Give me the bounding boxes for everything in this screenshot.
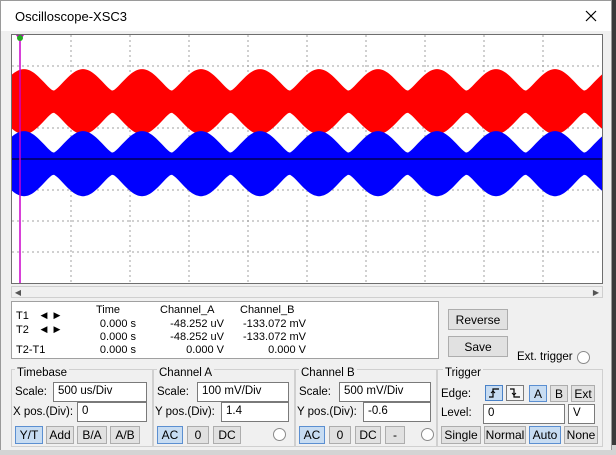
t2-t1-channel-b: 0.000 V — [268, 344, 306, 356]
channel-a-scale-label: Scale: — [157, 386, 189, 398]
channel-a-scale-field[interactable]: 100 mV/Div — [197, 382, 289, 402]
readout-header-channel-a: Channel_A — [160, 304, 215, 316]
channel-a-title: Channel A — [157, 367, 215, 379]
timebase-group — [11, 369, 153, 447]
channel-b-scale-label: Scale: — [299, 386, 331, 398]
window-title: Oscilloscope-XSC3 — [15, 9, 127, 24]
channel-b-minus-button[interactable]: - — [385, 426, 405, 444]
channel-b-trace — [12, 131, 602, 197]
trigger-edge-label: Edge: — [441, 388, 472, 400]
channel-a-group — [153, 369, 295, 447]
channel-b-ac-button[interactable]: AC — [299, 426, 325, 444]
ext-trigger-terminal[interactable] — [577, 351, 590, 364]
channel-b-group — [295, 369, 437, 447]
channel-b-ypos-label: Y pos.(Div): — [297, 406, 357, 418]
trigger-group — [437, 369, 603, 447]
t1-left-arrow-icon[interactable]: ◀ — [40, 310, 48, 320]
channel-a-ac-button[interactable]: AC — [157, 426, 183, 444]
channel-b-dc-button[interactable]: DC — [355, 426, 381, 444]
readout-header-time: Time — [96, 304, 121, 316]
readout-t2-t1-label: T2-T1 — [16, 344, 46, 356]
falling-edge-icon — [510, 388, 520, 398]
readout-t1-label: T1 — [16, 310, 29, 322]
channel-a-terminal[interactable] — [273, 428, 286, 441]
channel-a-ypos-label: Y pos.(Div): — [155, 406, 215, 418]
trigger-none-button[interactable]: None — [564, 426, 598, 444]
t1-channel-a: -48.252 uV — [170, 318, 224, 330]
save-button[interactable]: Save — [448, 336, 508, 357]
trigger-title: Trigger — [443, 367, 483, 379]
scope-screen — [12, 35, 602, 283]
t2-left-arrow-icon[interactable]: ◀ — [40, 324, 48, 334]
mode-add-button[interactable]: Add — [46, 426, 74, 444]
scroll-right-icon[interactable]: ▶ — [592, 288, 600, 297]
ext-trigger-label: Ext. trigger — [517, 351, 573, 363]
close-button[interactable] — [579, 5, 603, 27]
oscilloscope-display — [11, 34, 603, 284]
channel-a-dc-button[interactable]: DC — [213, 426, 241, 444]
background-schematic-bottom — [0, 445, 616, 455]
horizontal-scrollbar[interactable]: ◀ ▶ — [11, 286, 603, 298]
t1-time: 0.000 s — [99, 318, 136, 330]
t2-channel-a: -48.252 uV — [170, 331, 224, 343]
t2-time: 0.000 s — [99, 331, 136, 343]
trigger-source-ext-button[interactable]: Ext — [571, 385, 595, 402]
mode-yt-button[interactable]: Y/T — [15, 426, 43, 444]
trigger-source-a-button[interactable]: A — [529, 385, 547, 402]
mode-ab-button[interactable]: A/B — [110, 426, 140, 444]
cursor-readout: Time Channel_A Channel_B T1 ◀ ▶ 0.000 s … — [11, 301, 439, 359]
trigger-level-unit[interactable]: V — [568, 404, 595, 424]
t1-right-arrow-icon[interactable]: ▶ — [53, 310, 61, 320]
t2-t1-channel-a: 0.000 V — [186, 344, 224, 356]
timebase-xpos-field[interactable]: 0 — [77, 402, 147, 422]
timebase-title: Timebase — [15, 367, 70, 379]
trigger-normal-button[interactable]: Normal — [484, 426, 526, 444]
rising-edge-button[interactable] — [485, 385, 503, 401]
trigger-auto-button[interactable]: Auto — [529, 426, 561, 444]
t2-right-arrow-icon[interactable]: ▶ — [53, 324, 61, 334]
falling-edge-button[interactable] — [506, 385, 524, 401]
reverse-button[interactable]: Reverse — [448, 309, 508, 330]
t2-channel-b: -133.072 mV — [243, 331, 306, 343]
channel-b-zero-button[interactable]: 0 — [329, 426, 351, 444]
channel-b-terminal[interactable] — [421, 428, 434, 441]
title-bar: Oscilloscope-XSC3 — [1, 1, 611, 31]
cursor-t2-marker — [17, 35, 23, 41]
channel-b-ypos-field[interactable]: -0.6 — [363, 402, 431, 422]
trigger-single-button[interactable]: Single — [441, 426, 481, 444]
timebase-scale-label: Scale: — [15, 386, 47, 398]
trigger-source-b-button[interactable]: B — [550, 385, 568, 402]
readout-t2-label: T2 — [16, 324, 29, 336]
channel-b-scale-field[interactable]: 500 mV/Div — [339, 382, 431, 402]
channel-b-title: Channel B — [299, 367, 357, 379]
scroll-left-icon[interactable]: ◀ — [14, 288, 22, 297]
rising-edge-icon — [489, 388, 499, 398]
channel-a-zero-button[interactable]: 0 — [187, 426, 209, 444]
t1-channel-b: -133.072 mV — [243, 318, 306, 330]
trigger-level-field[interactable]: 0 — [483, 404, 565, 424]
trigger-level-label: Level: — [441, 407, 472, 419]
readout-header-channel-b: Channel_B — [240, 304, 295, 316]
timebase-scale-field[interactable]: 500 us/Div — [53, 382, 147, 402]
mode-ba-button[interactable]: B/A — [77, 426, 107, 444]
t2-t1-time: 0.000 s — [99, 344, 136, 356]
channel-a-ypos-field[interactable]: 1.4 — [221, 402, 289, 422]
close-icon — [585, 10, 597, 22]
timebase-xpos-label: X pos.(Div): — [13, 406, 74, 418]
channel-a-trace — [12, 69, 602, 135]
